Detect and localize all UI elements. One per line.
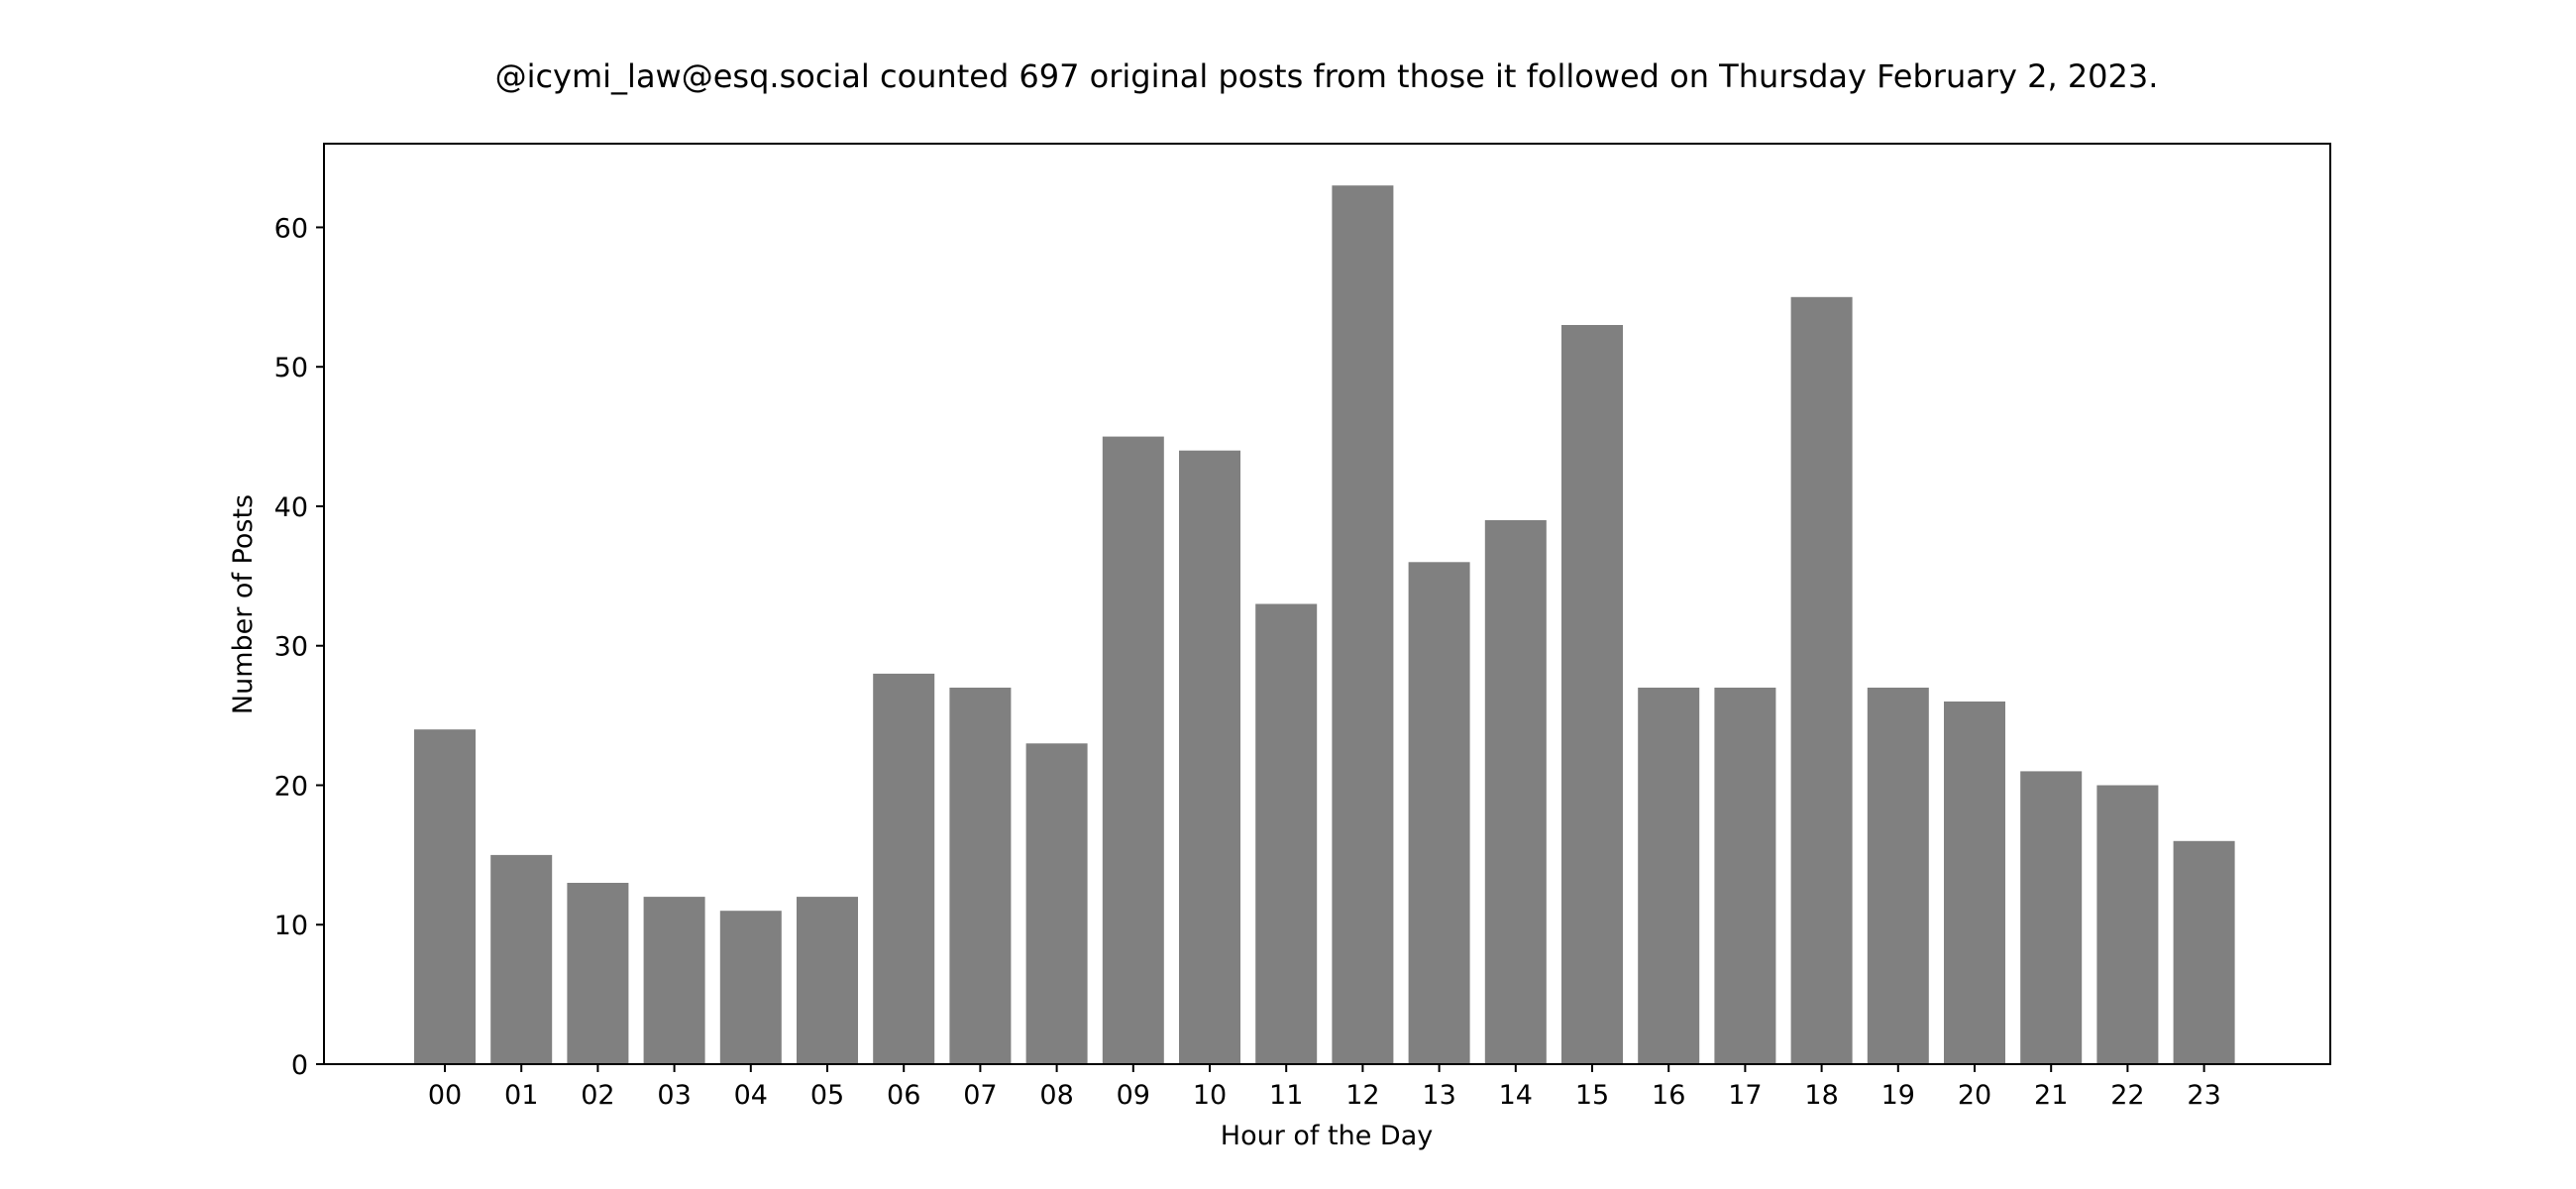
x-tick-label: 12 bbox=[1345, 1080, 1379, 1111]
bar-21 bbox=[2020, 771, 2083, 1064]
bars-group bbox=[414, 185, 2235, 1065]
x-tick-label: 05 bbox=[810, 1080, 844, 1111]
x-tick-label: 03 bbox=[657, 1080, 691, 1111]
x-tick-label: 17 bbox=[1728, 1080, 1762, 1111]
y-axis-ticks: 0 10 20 30 40 50 60 bbox=[274, 213, 324, 1081]
x-tick-label: 10 bbox=[1193, 1080, 1227, 1111]
x-tick-label: 20 bbox=[1958, 1080, 1991, 1111]
x-tick-label: 19 bbox=[1881, 1080, 1915, 1111]
x-tick-label: 18 bbox=[1804, 1080, 1838, 1111]
bar-17 bbox=[1714, 688, 1776, 1064]
x-tick-label: 14 bbox=[1499, 1080, 1533, 1111]
y-tick-label: 30 bbox=[274, 632, 308, 663]
x-tick-label: 21 bbox=[2034, 1080, 2068, 1111]
x-tick-label: 11 bbox=[1269, 1080, 1303, 1111]
bar-00 bbox=[414, 729, 476, 1064]
x-tick-label: 02 bbox=[581, 1080, 614, 1111]
bar-22 bbox=[2096, 785, 2159, 1064]
bar-10 bbox=[1179, 450, 1240, 1064]
x-tick-label: 22 bbox=[2110, 1080, 2144, 1111]
x-tick-label: 04 bbox=[734, 1080, 768, 1111]
bar-14 bbox=[1484, 520, 1547, 1064]
x-tick-label: 08 bbox=[1039, 1080, 1073, 1111]
bar-04 bbox=[719, 911, 782, 1064]
y-tick-label: 0 bbox=[291, 1050, 308, 1081]
x-tick-label: 16 bbox=[1652, 1080, 1685, 1111]
bar-23 bbox=[2173, 840, 2235, 1064]
bar-05 bbox=[797, 897, 858, 1064]
bar-13 bbox=[1408, 562, 1470, 1064]
x-tick-label: 07 bbox=[963, 1080, 997, 1111]
y-tick-label: 20 bbox=[274, 771, 308, 802]
bar-09 bbox=[1102, 436, 1164, 1065]
y-tick-label: 40 bbox=[274, 492, 308, 523]
x-tick-label: 06 bbox=[887, 1080, 920, 1111]
bar-02 bbox=[567, 883, 629, 1064]
y-tick-label: 60 bbox=[274, 213, 308, 244]
y-axis-title: Number of Posts bbox=[228, 494, 259, 714]
x-axis-ticks: 00 01 02 03 04 05 06 07 08 09 10 11 12 13 14 15 16 17 18 19… bbox=[428, 1064, 2221, 1111]
bar-18 bbox=[1790, 296, 1853, 1064]
y-tick-label: 10 bbox=[274, 911, 308, 941]
bar-08 bbox=[1025, 743, 1088, 1064]
chart-title: @icymi_law@esq.social counted 697 origin… bbox=[495, 57, 2159, 95]
plot-frame bbox=[323, 143, 2331, 1065]
x-axis-title: Hour of the Day bbox=[1221, 1121, 1433, 1151]
bar-20 bbox=[1944, 702, 2005, 1064]
bar-06 bbox=[873, 673, 935, 1064]
bar-19 bbox=[1867, 688, 1929, 1064]
bar-11 bbox=[1255, 603, 1318, 1064]
x-tick-label: 00 bbox=[428, 1080, 462, 1111]
bar-03 bbox=[643, 897, 705, 1064]
bar-15 bbox=[1561, 325, 1623, 1064]
bar-12 bbox=[1332, 185, 1394, 1064]
x-tick-label: 01 bbox=[504, 1080, 538, 1111]
x-tick-label: 09 bbox=[1117, 1080, 1150, 1111]
x-tick-label: 13 bbox=[1422, 1080, 1455, 1111]
x-tick-label: 15 bbox=[1575, 1080, 1609, 1111]
bar-01 bbox=[490, 854, 553, 1064]
bar-16 bbox=[1638, 688, 1700, 1064]
x-tick-label: 23 bbox=[2187, 1080, 2220, 1111]
bar-07 bbox=[949, 688, 1012, 1064]
y-tick-label: 50 bbox=[274, 353, 308, 383]
